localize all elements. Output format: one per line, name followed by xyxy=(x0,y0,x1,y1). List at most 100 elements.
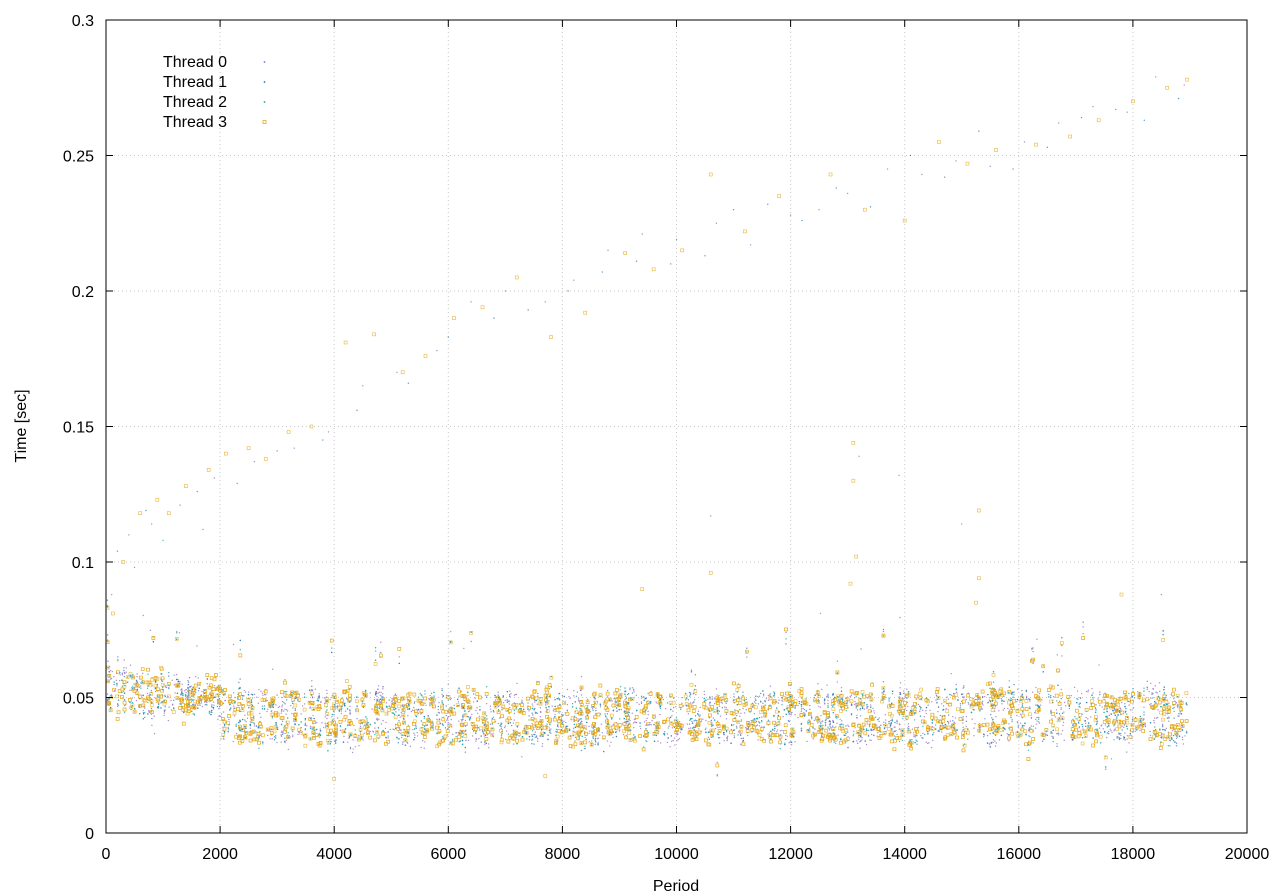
data-point-thread-1 xyxy=(1149,722,1152,724)
data-point-thread-0 xyxy=(262,694,264,696)
data-point-thread-1 xyxy=(1008,734,1010,736)
data-point-thread-2 xyxy=(1177,724,1179,727)
data-point-thread-1 xyxy=(149,693,152,696)
data-point-thread-1 xyxy=(197,707,199,709)
data-point-thread-0 xyxy=(1051,718,1053,720)
data-point-thread-0 xyxy=(521,699,523,702)
data-point-thread-0 xyxy=(344,710,347,712)
data-point-thread-0 xyxy=(464,719,467,722)
data-point-thread-0 xyxy=(285,713,287,715)
data-point-thread-2 xyxy=(606,689,609,692)
data-point-thread-2 xyxy=(291,730,294,733)
data-point-thread-0 xyxy=(781,729,783,732)
data-point-thread-0 xyxy=(809,721,811,723)
data-point-thread-2 xyxy=(718,705,721,707)
data-point-thread-1 xyxy=(177,680,180,682)
data-point-thread-0 xyxy=(378,691,381,694)
data-point-thread-0 xyxy=(142,709,144,712)
data-point-thread-0 xyxy=(235,732,238,735)
data-point-thread-0 xyxy=(663,730,666,733)
data-point-thread-1 xyxy=(647,702,649,705)
data-point-thread-0 xyxy=(823,702,826,704)
data-point-thread-0 xyxy=(1021,716,1024,719)
data-point-thread-0 xyxy=(595,707,597,709)
data-point-thread-1 xyxy=(919,715,922,717)
data-point-thread-1 xyxy=(580,687,583,689)
data-point-thread-0 xyxy=(531,733,533,736)
data-point-thread-0 xyxy=(389,728,392,731)
data-point-thread-0 xyxy=(1034,712,1036,714)
data-point-thread-2 xyxy=(840,697,842,700)
data-point-thread-1 xyxy=(1025,689,1028,691)
data-point-thread-1 xyxy=(606,730,609,732)
data-point-thread-1 xyxy=(444,727,447,729)
data-point-thread-0 xyxy=(471,713,473,716)
data-point-thread-1 xyxy=(758,716,761,719)
data-point-thread-0 xyxy=(612,736,614,739)
data-point-thread-0 xyxy=(836,660,839,662)
data-point-thread-1 xyxy=(1095,704,1097,706)
data-point-thread-1 xyxy=(956,729,958,732)
data-point-thread-0 xyxy=(444,721,447,723)
data-point-thread-1 xyxy=(1131,718,1134,721)
data-point-thread-2 xyxy=(239,735,241,737)
data-point-thread-1 xyxy=(1021,693,1023,696)
data-point-thread-1 xyxy=(212,706,215,709)
data-point-thread-0 xyxy=(1172,728,1175,731)
data-point-thread-1 xyxy=(643,699,645,701)
data-point-thread-2 xyxy=(333,710,335,713)
data-point-thread-0 xyxy=(974,723,976,725)
data-point-thread-0 xyxy=(871,729,874,731)
data-point-thread-2 xyxy=(753,713,756,715)
data-point-thread-1 xyxy=(333,718,335,720)
data-point-thread-2 xyxy=(942,709,944,711)
data-point-thread-1 xyxy=(1107,730,1110,733)
data-point-thread-0 xyxy=(675,705,677,708)
data-point-thread-1 xyxy=(537,738,539,740)
data-point-thread-1 xyxy=(1099,693,1101,696)
data-point-thread-1 xyxy=(424,690,426,692)
data-point-thread-2 xyxy=(558,697,560,700)
data-point-thread-2 xyxy=(349,688,351,690)
data-point-thread-1 xyxy=(192,703,194,706)
data-point-thread-1 xyxy=(733,736,736,739)
data-point-thread-2 xyxy=(592,736,594,738)
data-point-thread-0 xyxy=(499,717,501,719)
data-point-thread-0 xyxy=(181,688,183,690)
data-point-thread-0 xyxy=(212,701,215,703)
data-point-thread-1 xyxy=(561,721,564,723)
data-point-thread-1 xyxy=(845,725,847,727)
data-point-thread-2 xyxy=(594,743,596,746)
data-point-thread-2 xyxy=(192,696,194,698)
data-point-thread-2 xyxy=(342,741,345,744)
data-point-thread-0 xyxy=(673,737,676,739)
data-point-thread-2 xyxy=(889,723,892,725)
data-point-thread-2 xyxy=(809,704,811,707)
data-point-thread-2 xyxy=(346,699,349,701)
data-point-thread-0 xyxy=(1132,717,1134,719)
data-point-thread-1 xyxy=(870,728,872,731)
data-point-thread-2 xyxy=(989,687,991,690)
data-point-thread-2 xyxy=(329,732,331,735)
data-point-thread-0 xyxy=(899,691,902,694)
data-point-thread-0 xyxy=(666,741,669,744)
data-point-thread-2 xyxy=(574,736,577,739)
data-point-thread-1 xyxy=(331,719,333,721)
data-point-thread-1 xyxy=(973,709,975,711)
data-point-thread-1 xyxy=(1123,736,1126,739)
data-point-thread-0 xyxy=(406,742,409,744)
data-point-thread-2 xyxy=(292,702,294,705)
data-point-thread-2 xyxy=(1116,737,1118,739)
data-point-thread-0 xyxy=(790,744,793,746)
data-point-thread-2 xyxy=(437,708,440,711)
data-point-thread-1 xyxy=(294,723,296,726)
data-point-thread-1 xyxy=(358,735,360,737)
data-point-thread-1 xyxy=(690,669,693,671)
data-point-thread-0 xyxy=(852,730,855,733)
data-point-thread-0 xyxy=(329,698,331,701)
data-point-thread-0 xyxy=(837,734,839,736)
data-point-thread-0 xyxy=(952,715,954,718)
data-point-thread-2 xyxy=(387,735,389,737)
data-point-thread-0 xyxy=(659,713,661,716)
data-point-thread-0 xyxy=(391,700,393,702)
